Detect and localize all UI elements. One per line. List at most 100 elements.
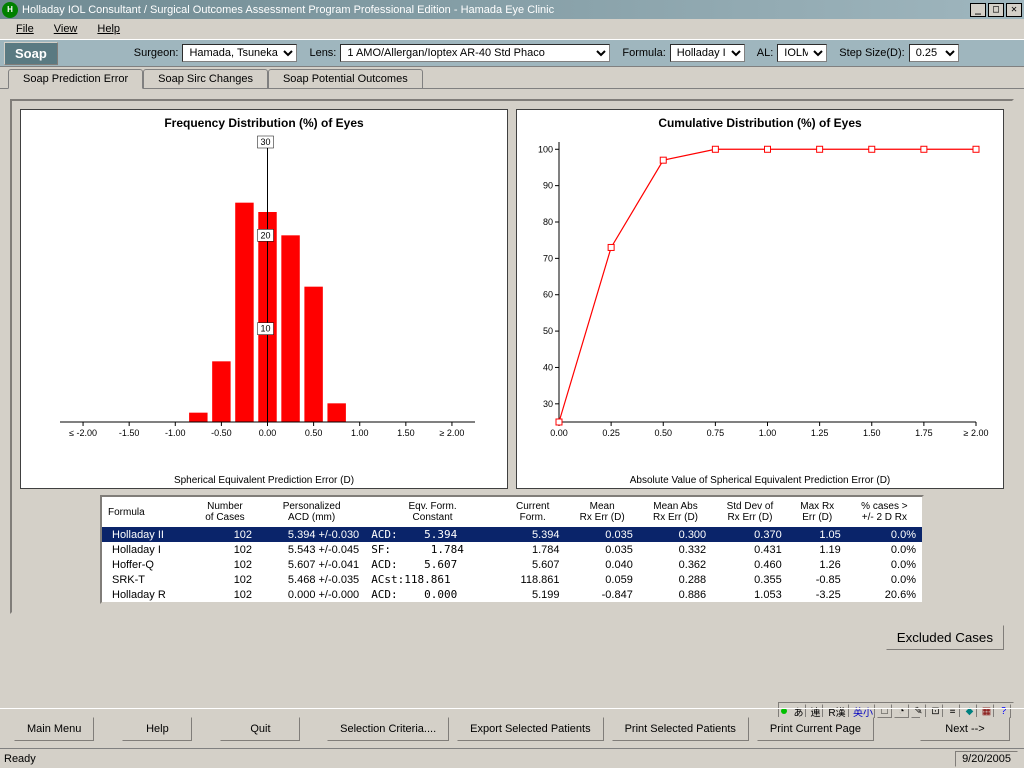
table-cell: 5.394	[500, 527, 566, 542]
table-cell: 0.300	[639, 527, 712, 542]
svg-text:≥ 2.00: ≥ 2.00	[439, 428, 464, 438]
next-button[interactable]: Next -->	[920, 717, 1010, 741]
close-button[interactable]: ✕	[1006, 3, 1022, 17]
table-row[interactable]: Holladay I1025.543 +/-0.045SF: 1.7841.78…	[102, 542, 922, 557]
minimize-button[interactable]: _	[970, 3, 986, 17]
selection-criteria-button[interactable]: Selection Criteria....	[327, 717, 449, 741]
svg-text:40: 40	[543, 362, 553, 372]
svg-text:30: 30	[260, 137, 270, 147]
print-page-button[interactable]: Print Current Page	[757, 717, 874, 741]
table-cell: 0.0%	[847, 572, 922, 587]
step-label: Step Size(D):	[839, 47, 904, 59]
formula-select[interactable]: Holladay II	[670, 44, 745, 62]
quit-button[interactable]: Quit	[220, 717, 300, 741]
table-cell: ACD: 5.394	[365, 527, 500, 542]
tab-potential-outcomes[interactable]: Soap Potential Outcomes	[268, 69, 423, 88]
table-cell: SF: 1.784	[365, 542, 500, 557]
svg-text:-1.00: -1.00	[165, 428, 186, 438]
table-header: Formula	[102, 497, 192, 527]
al-select[interactable]: IOLM	[777, 44, 827, 62]
status-ready: Ready	[4, 753, 36, 765]
main-menu-button[interactable]: Main Menu	[14, 717, 94, 741]
svg-text:1.50: 1.50	[397, 428, 415, 438]
svg-text:1.75: 1.75	[915, 428, 933, 438]
help-button[interactable]: Help	[122, 717, 192, 741]
tab-prediction-error[interactable]: Soap Prediction Error	[8, 69, 143, 89]
table-cell: 0.355	[712, 572, 788, 587]
formula-table: FormulaNumber of CasesPersonalized ACD (…	[102, 497, 922, 602]
menu-file[interactable]: File	[8, 21, 42, 37]
chart1-xlabel: Spherical Equivalent Prediction Error (D…	[21, 475, 507, 486]
table-header: Std Dev of Rx Err (D)	[712, 497, 788, 527]
table-cell: 1.053	[712, 587, 788, 602]
table-cell: 1.26	[788, 557, 847, 572]
table-cell: 0.040	[565, 557, 638, 572]
table-cell: -0.85	[788, 572, 847, 587]
table-cell: 102	[192, 587, 258, 602]
svg-text:90: 90	[543, 181, 553, 191]
al-label: AL:	[757, 47, 774, 59]
lens-label: Lens:	[309, 47, 336, 59]
table-header: Max Rx Err (D)	[788, 497, 847, 527]
menu-help[interactable]: Help	[89, 21, 128, 37]
svg-text:30: 30	[543, 399, 553, 409]
table-cell: 5.468 +/-0.035	[258, 572, 365, 587]
svg-text:10: 10	[260, 324, 270, 334]
svg-text:20: 20	[260, 230, 270, 240]
table-cell: 0.370	[712, 527, 788, 542]
table-cell: Holladay I	[102, 542, 192, 557]
table-row[interactable]: Hoffer-Q1025.607 +/-0.041ACD: 5.6075.607…	[102, 557, 922, 572]
svg-text:≥ 2.00: ≥ 2.00	[964, 428, 989, 438]
maximize-button[interactable]: □	[988, 3, 1004, 17]
table-cell: 0.0%	[847, 557, 922, 572]
table-cell: 0.000 +/-0.000	[258, 587, 365, 602]
freq-dist-chart: Frequency Distribution (%) of Eyes 10203…	[20, 109, 508, 489]
svg-text:0.50: 0.50	[305, 428, 323, 438]
table-cell: 102	[192, 557, 258, 572]
table-cell: ACD: 0.000	[365, 587, 500, 602]
table-cell: 1.05	[788, 527, 847, 542]
table-cell: 5.394 +/-0.030	[258, 527, 365, 542]
svg-text:-1.50: -1.50	[119, 428, 140, 438]
menu-view[interactable]: View	[46, 21, 86, 37]
surgeon-select[interactable]: Hamada, Tsunekazu	[182, 44, 297, 62]
table-cell: 5.607 +/-0.041	[258, 557, 365, 572]
svg-text:60: 60	[543, 290, 553, 300]
table-cell: 102	[192, 542, 258, 557]
table-cell: Holladay R	[102, 587, 192, 602]
table-cell: 0.431	[712, 542, 788, 557]
svg-text:70: 70	[543, 253, 553, 263]
table-cell: Holladay II	[102, 527, 192, 542]
export-patients-button[interactable]: Export Selected Patients	[457, 717, 603, 741]
soap-button[interactable]: Soap	[4, 42, 58, 65]
svg-text:0.75: 0.75	[707, 428, 725, 438]
table-header: Number of Cases	[192, 497, 258, 527]
table-cell: 5.199	[500, 587, 566, 602]
step-select[interactable]: 0.25	[909, 44, 959, 62]
svg-text:100: 100	[538, 144, 553, 154]
svg-text:-0.50: -0.50	[211, 428, 232, 438]
svg-text:1.00: 1.00	[351, 428, 369, 438]
chart2-xlabel: Absolute Value of Spherical Equivalent P…	[517, 475, 1003, 486]
formula-table-panel: FormulaNumber of CasesPersonalized ACD (…	[100, 495, 924, 604]
table-cell: 20.6%	[847, 587, 922, 602]
content-area: Frequency Distribution (%) of Eyes 10203…	[0, 89, 1024, 689]
table-header: Mean Rx Err (D)	[565, 497, 638, 527]
table-cell: -0.847	[565, 587, 638, 602]
table-cell: SRK-T	[102, 572, 192, 587]
table-cell: 0.886	[639, 587, 712, 602]
excluded-cases-button[interactable]: Excluded Cases	[886, 625, 1004, 650]
table-row[interactable]: Holladay R1020.000 +/-0.000ACD: 0.0005.1…	[102, 587, 922, 602]
svg-text:≤ -2.00: ≤ -2.00	[69, 428, 97, 438]
tab-sirc-changes[interactable]: Soap Sirc Changes	[143, 69, 268, 88]
table-row[interactable]: Holladay II1025.394 +/-0.030ACD: 5.3945.…	[102, 527, 922, 542]
table-cell: 0.0%	[847, 542, 922, 557]
app-icon: H	[2, 2, 18, 18]
window-title: Holladay IOL Consultant / Surgical Outco…	[22, 4, 968, 16]
table-cell: 0.059	[565, 572, 638, 587]
print-selected-button[interactable]: Print Selected Patients	[612, 717, 749, 741]
lens-select[interactable]: 1 AMO/Allergan/Ioptex AR-40 Std Phaco	[340, 44, 610, 62]
svg-text:50: 50	[543, 326, 553, 336]
table-cell: 0.288	[639, 572, 712, 587]
table-row[interactable]: SRK-T1025.468 +/-0.035ACst:118.861118.86…	[102, 572, 922, 587]
